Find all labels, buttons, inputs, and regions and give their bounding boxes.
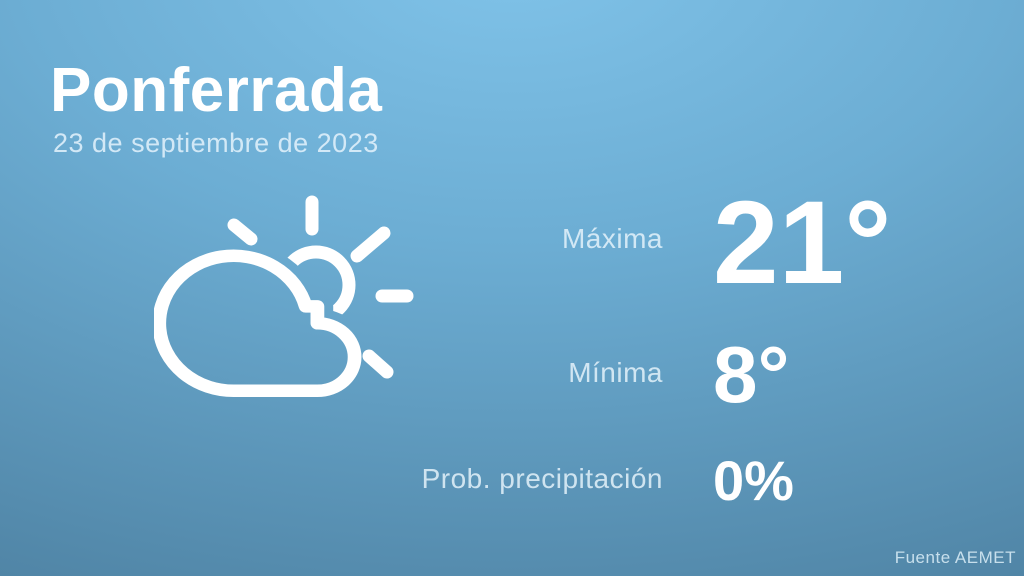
min-temp-value: 8° [713,330,790,419]
max-temp-label: Máxima [561,223,663,254]
precip-prob-label: Prob. precipitación [421,463,663,494]
min-temp-label: Mínima [568,357,663,388]
source-attribution: Fuente AEMET [894,548,1016,567]
date-label: 23 de septiembre de 2023 [53,128,379,158]
sun-behind-cloud-icon [154,195,414,398]
precip-prob-value: 0% [713,449,794,512]
page-title: Ponferrada [50,56,383,125]
max-temp-value: 21° [713,177,892,309]
